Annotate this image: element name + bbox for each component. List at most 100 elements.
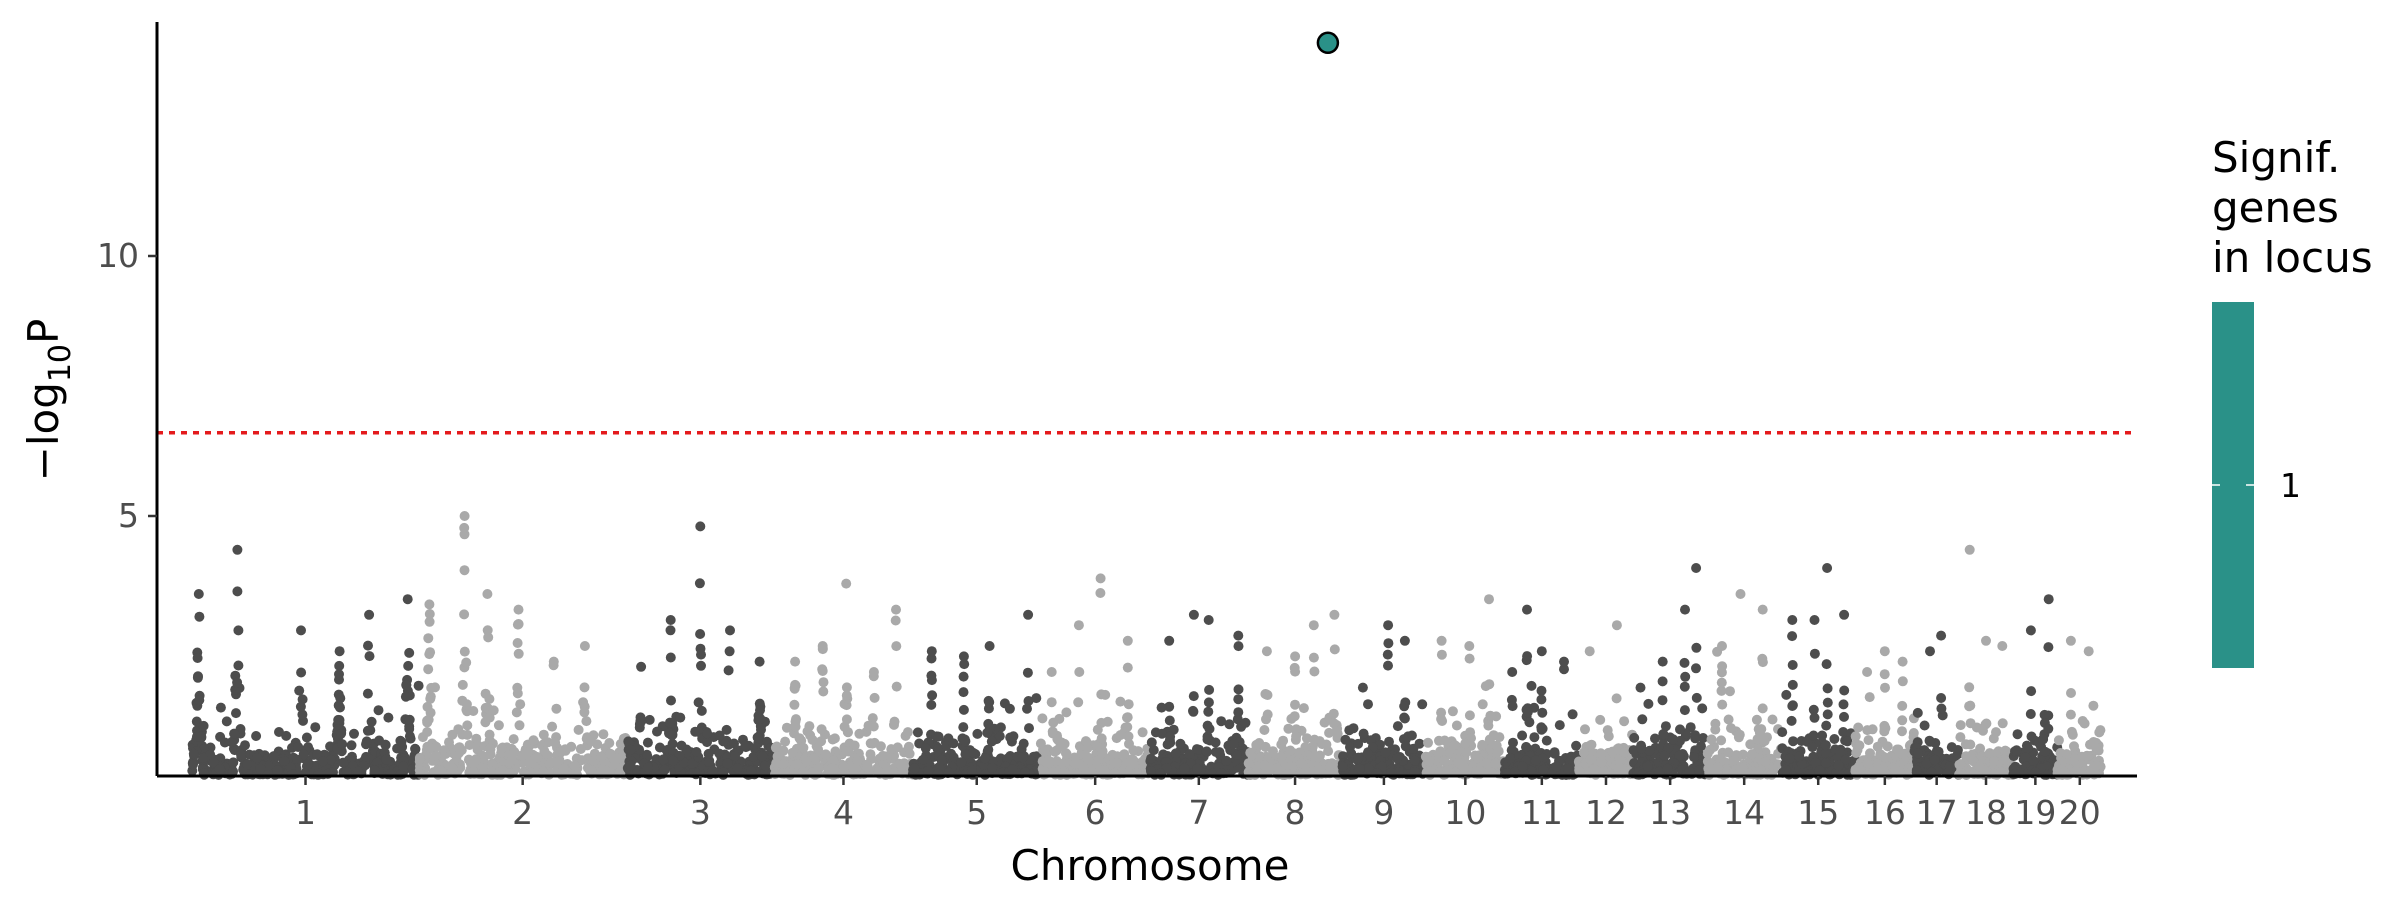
data-point: [1821, 659, 1832, 670]
data-point: [414, 754, 425, 764]
data-point: [2066, 688, 2076, 698]
data-point: [407, 764, 418, 775]
data-point: [1424, 756, 1435, 767]
peak-point: [926, 646, 937, 657]
data-point: [2040, 746, 2050, 757]
data-point: [522, 747, 533, 758]
data-point: [240, 740, 250, 751]
peak-point: [1122, 635, 1133, 646]
data-point: [691, 747, 702, 757]
chromosome-17-points: [1909, 630, 1964, 780]
data-point: [1464, 710, 1475, 721]
data-point: [2000, 755, 2011, 766]
data-point: [1757, 703, 1768, 714]
data-point: [1392, 721, 1403, 732]
data-point: [1530, 755, 1541, 766]
data-point: [1128, 745, 1139, 756]
data-point: [1658, 729, 1669, 739]
data-point: [338, 757, 349, 768]
data-point: [696, 660, 706, 671]
data-point: [1203, 706, 1214, 717]
data-point: [789, 682, 800, 693]
y-tick-label: 10: [97, 236, 139, 275]
data-point: [1482, 758, 1493, 769]
data-point: [1571, 740, 1582, 751]
data-point: [1436, 649, 1447, 660]
data-point: [801, 756, 812, 767]
peak-point: [1357, 682, 1368, 693]
legend-title-line-1: Signif.: [2212, 133, 2340, 182]
data-point: [1307, 741, 1318, 752]
data-point: [1332, 732, 1343, 743]
data-point: [404, 647, 415, 658]
data-point: [1716, 667, 1727, 678]
peak-point: [1809, 615, 1820, 625]
chromosome-9-points: [1337, 620, 1429, 780]
data-point: [1839, 685, 1850, 696]
data-point: [294, 685, 305, 696]
data-point: [707, 765, 718, 776]
data-point: [923, 765, 934, 776]
data-point: [926, 675, 937, 686]
data-point: [423, 664, 434, 675]
data-point: [1663, 742, 1674, 753]
data-point: [362, 688, 373, 699]
data-point: [714, 730, 725, 741]
chromosome-15-points: [1777, 563, 1861, 780]
data-point: [1324, 727, 1335, 738]
data-point: [1538, 764, 1549, 775]
data-point: [1787, 679, 1798, 690]
data-point: [1965, 739, 1976, 750]
data-point: [658, 754, 669, 765]
data-point: [2011, 745, 2022, 756]
data-point: [366, 716, 377, 727]
chromosome-12-points: [1573, 620, 1638, 780]
data-point: [2088, 700, 2099, 711]
data-point: [486, 766, 497, 777]
data-point: [1203, 697, 1214, 708]
data-point: [396, 736, 407, 747]
data-point: [968, 747, 978, 758]
data-point: [1353, 752, 1364, 763]
data-point: [873, 766, 884, 777]
peak-point: [1308, 620, 1319, 631]
data-point: [1822, 709, 1833, 720]
data-point: [1417, 699, 1428, 710]
data-point: [807, 734, 818, 745]
data-point: [1308, 652, 1319, 663]
data-point: [403, 660, 414, 671]
data-point: [1952, 749, 1963, 760]
data-point: [528, 735, 539, 746]
data-point: [1337, 761, 1348, 772]
data-point: [1716, 677, 1727, 688]
data-point: [333, 700, 344, 711]
peak-point: [1203, 615, 1214, 625]
data-point: [920, 743, 931, 754]
data-point: [532, 752, 543, 763]
data-point: [703, 757, 714, 767]
chromosome-10-points: [1420, 594, 1510, 780]
data-point: [514, 720, 525, 731]
data-point: [547, 721, 558, 732]
data-point: [1679, 705, 1690, 716]
data-point: [1913, 748, 1923, 759]
data-point: [1458, 761, 1469, 772]
peak-point: [817, 641, 828, 651]
peak-point: [482, 589, 493, 599]
data-point: [926, 653, 937, 664]
data-point: [298, 749, 309, 760]
data-point: [1233, 707, 1244, 718]
data-point: [1022, 703, 1032, 714]
data-point: [1674, 751, 1685, 761]
peak-point: [1073, 620, 1084, 631]
data-point: [431, 741, 442, 752]
data-point: [1862, 725, 1873, 736]
data-point: [1757, 653, 1768, 664]
data-point: [430, 682, 440, 693]
data-point: [188, 759, 198, 770]
data-point: [1619, 747, 1630, 758]
data-point: [1002, 753, 1013, 764]
data-point: [1745, 739, 1756, 750]
data-point: [1817, 730, 1828, 741]
